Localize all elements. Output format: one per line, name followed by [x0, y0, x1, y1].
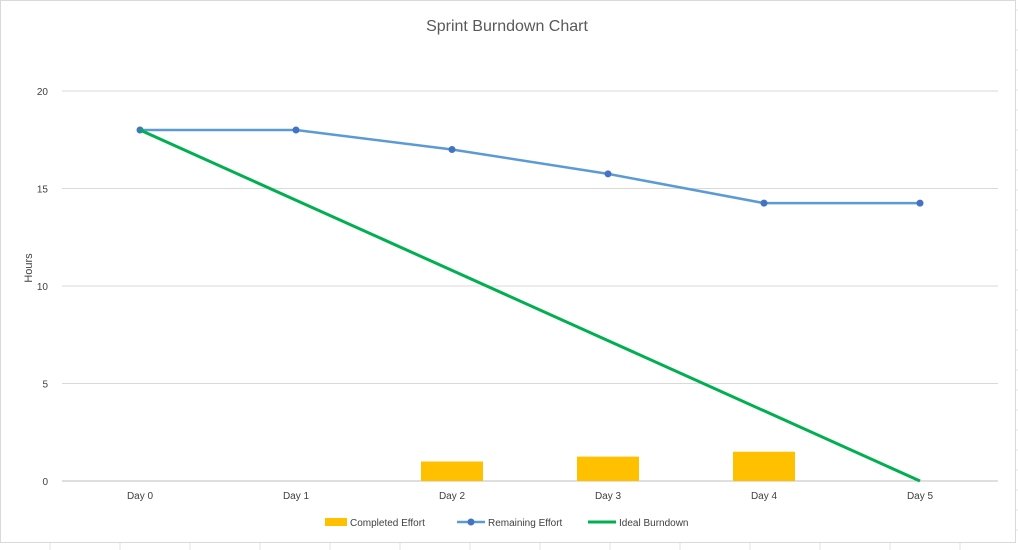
gridlines	[62, 90, 998, 482]
x-tick-label: Day 4	[751, 491, 778, 502]
y-tick-label: 5	[42, 380, 48, 391]
y-tick-label: 20	[37, 87, 49, 98]
x-tick-label: Day 2	[439, 491, 466, 502]
y-tick-label: 10	[37, 282, 49, 293]
bar-completed-effort	[421, 461, 483, 481]
remaining-effort-point	[760, 199, 768, 207]
legend-swatch-completed-effort	[325, 518, 347, 526]
remaining-effort-point	[292, 126, 300, 134]
y-axis-ticks: 0 5 10 15 20	[37, 87, 49, 488]
ideal-burndown-line	[139, 128, 921, 483]
x-tick-label: Day 3	[595, 491, 622, 502]
remaining-effort-line	[140, 128, 920, 205]
remaining-effort-point	[448, 146, 456, 153]
remaining-effort-point	[604, 170, 612, 178]
legend-label: Completed Effort	[350, 518, 425, 529]
bar-completed-effort	[577, 456, 639, 481]
y-tick-label: 0	[42, 477, 48, 488]
legend-label: Ideal Burndown	[619, 518, 689, 529]
x-tick-label: Day 1	[283, 491, 310, 502]
x-tick-label: Day 5	[907, 491, 934, 502]
y-axis-label: Hours	[23, 253, 35, 283]
remaining-effort-point	[916, 199, 924, 207]
legend: Completed Effort Remaining Effort Ideal Bu…	[325, 518, 689, 529]
bar-completed-effort	[733, 451, 795, 481]
series-lines	[136, 126, 924, 483]
chart-title: Sprint Burndown Chart	[426, 18, 588, 35]
x-tick-label: Day 0	[127, 491, 154, 502]
completed-effort-bars	[421, 451, 795, 481]
y-tick-label: 15	[37, 185, 49, 196]
x-axis-ticks: Day 0 Day 1 Day 2 Day 3 Day 4 Day 5	[127, 491, 934, 502]
legend-label: Remaining Effort	[488, 518, 563, 529]
legend-marker	[467, 518, 475, 526]
